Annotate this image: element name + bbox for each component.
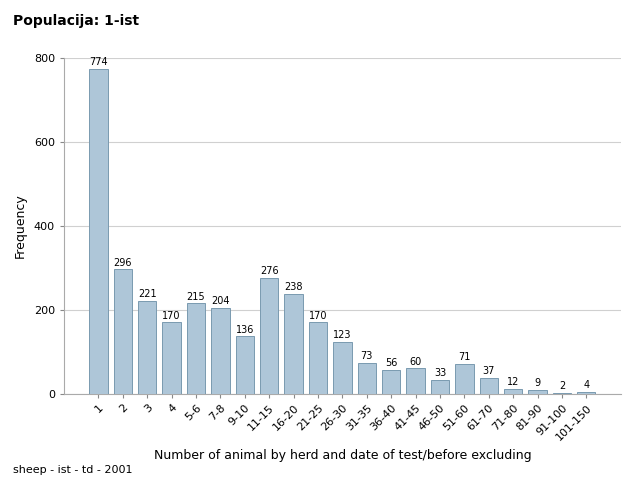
Bar	[236, 336, 254, 394]
Bar	[504, 389, 522, 394]
Text: 73: 73	[360, 351, 373, 361]
Bar	[309, 322, 327, 394]
Text: 12: 12	[507, 377, 519, 387]
Bar	[260, 277, 278, 394]
Text: 4: 4	[583, 380, 589, 390]
Y-axis label: Frequency: Frequency	[14, 193, 27, 258]
Text: 9: 9	[534, 378, 541, 388]
Text: 204: 204	[211, 296, 230, 306]
Bar	[358, 363, 376, 394]
Text: 123: 123	[333, 330, 351, 340]
Text: 71: 71	[458, 352, 470, 362]
Bar	[479, 378, 498, 394]
Text: 56: 56	[385, 359, 397, 369]
Bar	[90, 69, 108, 394]
Bar	[211, 308, 230, 394]
Text: 170: 170	[308, 311, 327, 321]
Text: 774: 774	[89, 57, 108, 67]
Bar	[382, 370, 401, 394]
Text: 33: 33	[434, 368, 446, 378]
Bar	[284, 294, 303, 394]
Bar	[455, 364, 474, 394]
Text: 170: 170	[163, 311, 181, 321]
Text: 238: 238	[284, 282, 303, 292]
Bar	[577, 392, 595, 394]
Text: 221: 221	[138, 289, 157, 299]
Bar	[553, 393, 571, 394]
X-axis label: Number of animal by herd and date of test/before excluding: Number of animal by herd and date of tes…	[154, 449, 531, 462]
Bar	[187, 303, 205, 394]
Text: 60: 60	[410, 357, 422, 367]
Bar	[163, 322, 180, 394]
Bar	[333, 342, 351, 394]
Bar	[114, 269, 132, 394]
Bar	[529, 390, 547, 394]
Text: 37: 37	[483, 366, 495, 376]
Text: 215: 215	[187, 292, 205, 301]
Text: 276: 276	[260, 266, 278, 276]
Bar	[406, 369, 425, 394]
Text: Populacija: 1-ist: Populacija: 1-ist	[13, 14, 139, 28]
Text: 2: 2	[559, 381, 565, 391]
Text: sheep - ist - td - 2001: sheep - ist - td - 2001	[13, 465, 132, 475]
Text: 136: 136	[236, 325, 254, 335]
Bar	[431, 380, 449, 394]
Text: 296: 296	[114, 258, 132, 268]
Bar	[138, 301, 156, 394]
